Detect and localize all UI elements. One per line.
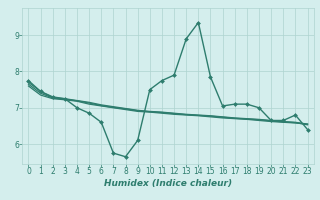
X-axis label: Humidex (Indice chaleur): Humidex (Indice chaleur) <box>104 179 232 188</box>
